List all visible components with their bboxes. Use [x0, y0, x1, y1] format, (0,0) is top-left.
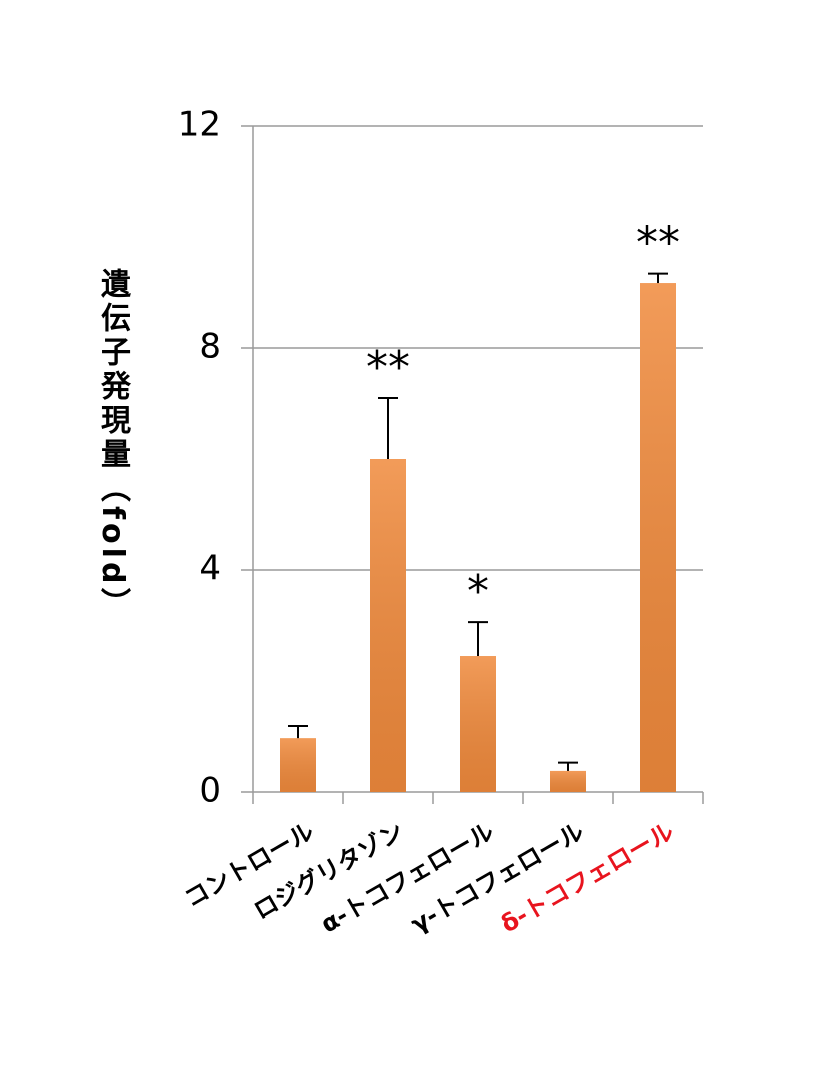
bar-shade [280, 738, 316, 792]
significance-label: ** [366, 342, 410, 393]
y-axis-label: 遺伝子発現量（fold） [95, 268, 130, 622]
significance-label: * [467, 566, 489, 617]
error-bar [558, 761, 578, 771]
error-bar [288, 724, 308, 739]
error-bar [648, 272, 668, 284]
bar-shade [460, 656, 496, 792]
y-tick-label: 12 [178, 105, 221, 145]
significance-label: ** [636, 218, 680, 269]
error-bar [468, 621, 488, 657]
y-tick-label: 0 [199, 771, 221, 811]
error-bar [378, 396, 398, 459]
bar-shade [370, 459, 406, 792]
bar-shade [640, 283, 676, 792]
bar-shade [550, 770, 586, 792]
y-tick-label: 8 [199, 327, 221, 367]
y-tick-label: 4 [199, 549, 221, 589]
